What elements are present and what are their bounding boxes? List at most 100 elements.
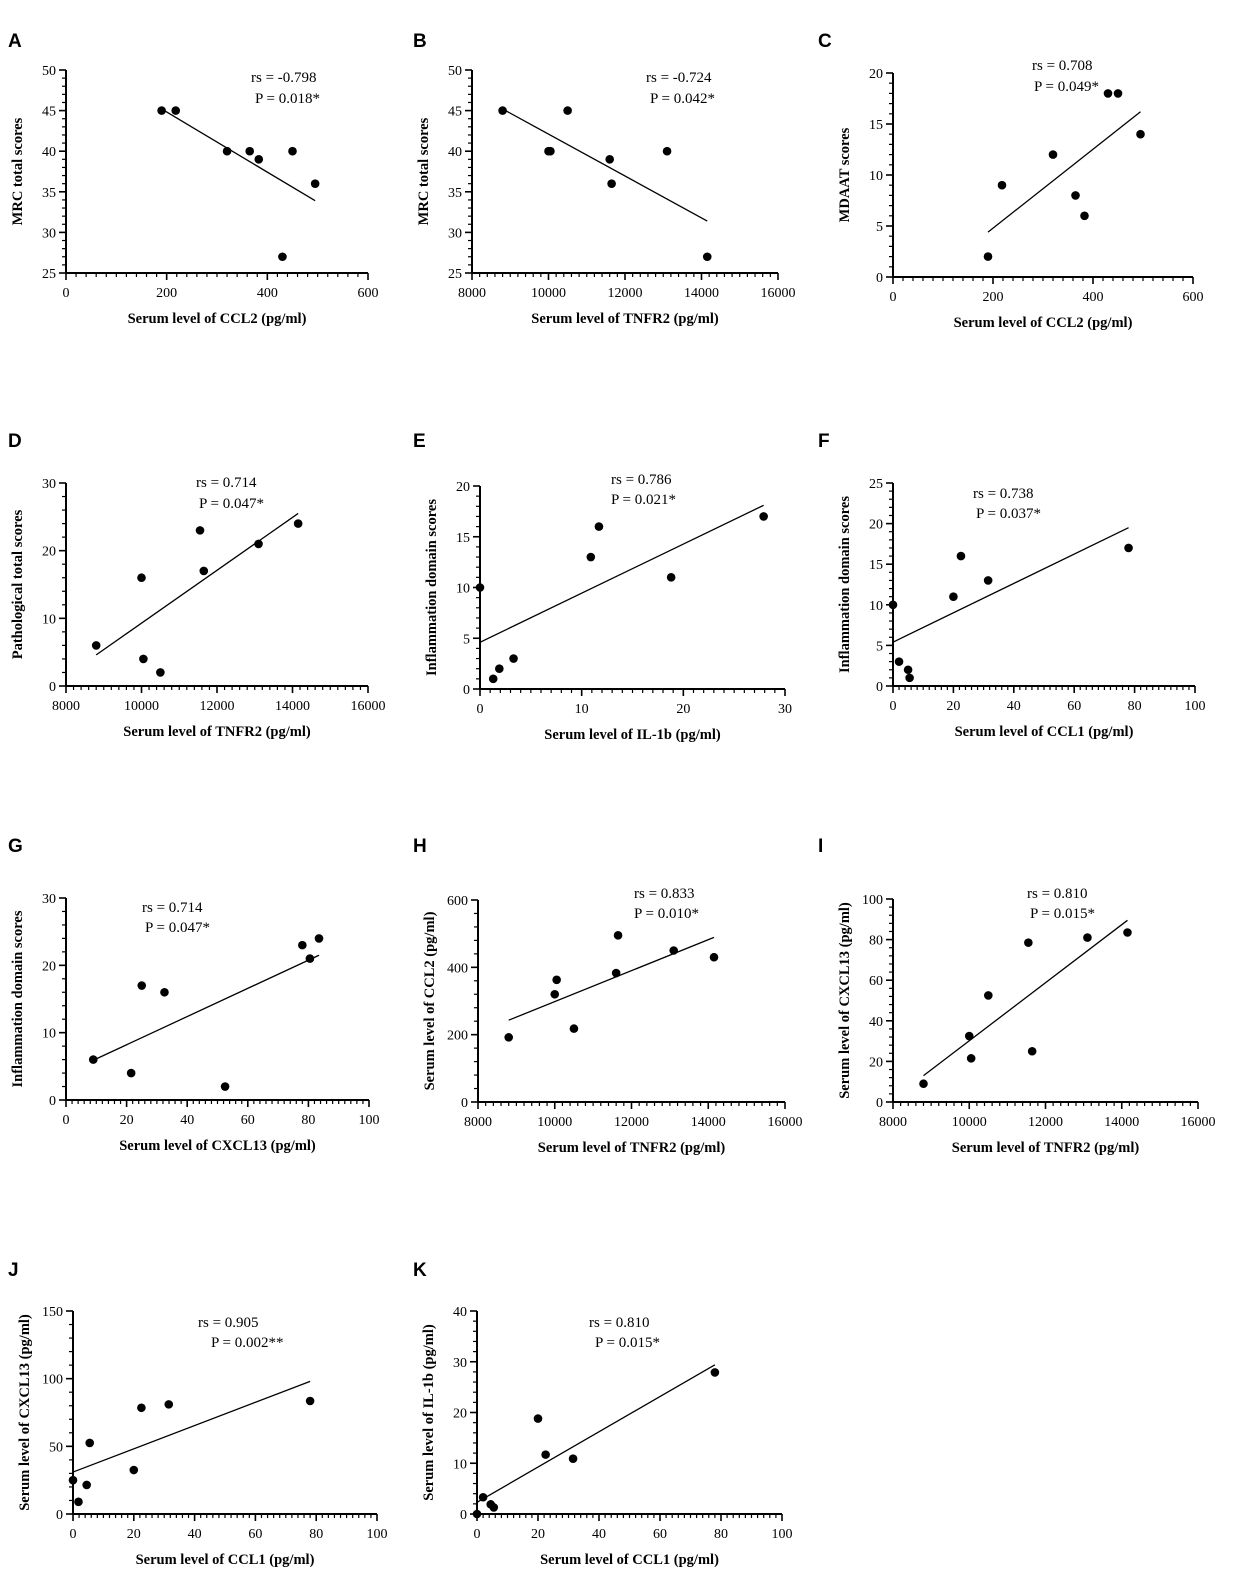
x-tick-label: 80 [309,1527,323,1542]
rs-value: rs = -0.724 [646,70,712,86]
x-tick-label: 100 [1185,699,1206,714]
regression-line [95,512,299,656]
y-tick-label: 0 [876,680,883,695]
rs-value: rs = -0.798 [251,70,317,86]
data-point [709,952,719,962]
x-tick-label: 20 [676,702,690,717]
data-point [157,106,166,115]
y-tick-label: 0 [56,1508,63,1523]
panel-h: H 8000 10000 12000 14000 16000 0 200 400 600 Serum… [413,836,803,1156]
x-axis-label: Serum level of CCL2 (pg/ml) [954,315,1133,331]
y-axis-label: Inflammation domain scores [10,910,26,1087]
x-tick-label: 60 [1067,699,1081,714]
data-point [489,1503,499,1512]
panel-letter: A [8,31,22,52]
data-point [88,1055,98,1064]
x-tick-label: 8000 [52,699,80,714]
y-tick-label: 15 [869,118,883,133]
x-axis-label: Serum level of CXCL13 (pg/ml) [119,1138,316,1154]
data-point [702,252,712,262]
panel-letter: B [413,31,427,52]
data-point [1083,933,1092,942]
y-tick-label: 10 [869,599,883,614]
data-point [563,106,572,115]
p-value: P = 0.047* [199,496,264,512]
data-point [1124,543,1133,553]
regression-line [892,527,1129,643]
panel-letter: C [818,31,832,52]
panel-letter: D [8,431,22,452]
x-tick-label: 8000 [458,286,486,301]
y-tick-label: 600 [447,894,468,909]
y-tick-label: 15 [456,531,470,546]
y-tick-label: 20 [453,1407,467,1422]
x-tick-label: 600 [1183,290,1204,305]
x-tick-label: 0 [70,1527,77,1542]
y-tick-label: 0 [49,680,56,695]
rs-value: rs = 0.714 [196,475,257,491]
panel-f: F 0 20 40 60 80 100 0 5 10 15 20 25 Serum level of CC… [818,431,1206,740]
p-value: P = 0.010* [634,906,699,922]
rs-value: rs = 0.833 [634,886,695,902]
x-axis-label: Serum level of CCL1 (pg/ml) [955,724,1134,740]
y-tick-label: 400 [447,961,468,976]
data-point [1048,150,1058,159]
data-point [552,975,561,985]
y-tick-label: 10 [456,582,470,597]
data-point [472,1509,482,1519]
x-tick-label: 12000 [614,1115,649,1130]
data-point [759,512,768,521]
data-point [195,526,205,535]
panel-g: G 0 20 40 60 80 100 0 10 20 30 Serum level of CXCL1… [8,836,380,1154]
data-point [74,1497,83,1507]
x-tick-label: 14000 [691,1115,726,1130]
data-point [254,539,263,549]
x-tick-label: 40 [1007,699,1021,714]
y-axis-label: MRC total scores [416,117,432,225]
data-point [888,600,898,610]
data-point [129,1465,139,1475]
data-point [488,674,498,684]
x-axis-label: Serum level of TNFR2 (pg/ml) [123,724,311,740]
panel-j: J 0 20 40 60 80 100 0 50 100 150 Serum level of CCL… [8,1260,388,1568]
y-tick-label: 50 [49,1440,63,1455]
y-tick-label: 35 [42,186,56,201]
data-point [662,146,672,156]
y-tick-label: 20 [869,67,883,82]
y-axis-label: Serum level of IL-1b (pg/ml) [421,1324,437,1501]
data-point [298,940,307,950]
x-tick-label: 60 [248,1527,262,1542]
data-point [1024,938,1033,947]
data-point [478,1492,488,1502]
x-tick-label: 12000 [608,286,643,301]
y-tick-label: 0 [876,1096,883,1111]
panel-letter: G [8,836,23,857]
data-point [568,1454,578,1463]
x-tick-label: 10000 [537,1115,572,1130]
y-tick-label: 200 [447,1029,468,1044]
data-point [984,991,993,1000]
x-tick-label: 10000 [124,699,159,714]
y-tick-label: 40 [448,145,462,160]
y-tick-label: 80 [869,934,883,949]
regression-line [92,954,320,1061]
x-tick-label: 0 [63,1113,70,1128]
panel-d: D 8000 10000 12000 14000 16000 0 10 20 30 Serum le… [8,431,386,740]
y-axis-label: Serum level of CXCL13 (pg/ml) [17,1314,33,1511]
data-point [607,179,616,188]
x-tick-label: 100 [772,1527,793,1542]
y-tick-label: 40 [869,1015,883,1030]
panel-k: K 0 20 40 60 80 100 0 10 20 30 40 Serum level of CCL… [413,1260,793,1568]
data-point [305,954,315,963]
y-tick-label: 5 [876,639,883,654]
rs-value: rs = 0.738 [973,486,1034,502]
x-tick-label: 200 [156,286,177,301]
x-tick-label: 40 [188,1527,202,1542]
data-point [1027,1046,1037,1056]
y-tick-label: 0 [49,1094,56,1109]
y-tick-label: 100 [862,893,883,908]
y-tick-label: 0 [460,1508,467,1523]
x-tick-label: 0 [890,290,897,305]
data-point [498,106,507,115]
regression-line [923,919,1128,1077]
